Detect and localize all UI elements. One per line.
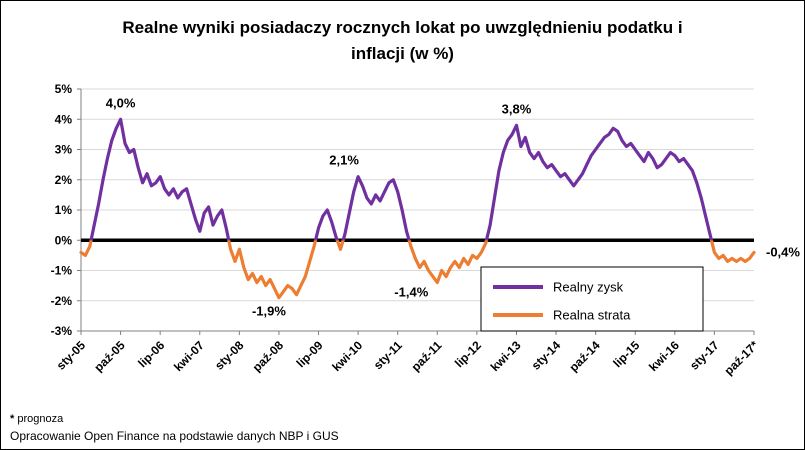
chart-title: Realne wyniki posiadaczy rocznych lokat … [1, 15, 804, 68]
footnote-prognoza: * prognoza [10, 413, 339, 425]
y-axis-label: -3% [51, 324, 73, 338]
chart-footnotes: * prognoza Opracowanie Open Finance na p… [10, 413, 339, 443]
y-axis-label: 4% [55, 112, 73, 126]
series-line-loss [79, 240, 756, 300]
x-axis-label: paź-11 [409, 338, 445, 374]
chart-title-line1: Realne wyniki posiadaczy rocznych lokat … [122, 18, 683, 37]
x-axis-label: paź-05 [91, 338, 128, 375]
annotation-label: 2,1% [329, 153, 359, 168]
y-axis-label: 3% [55, 143, 73, 157]
legend-label: Realny zysk [553, 280, 624, 295]
x-axis-label: lip-15 [610, 338, 642, 370]
x-axis-label: sty-14 [529, 338, 564, 373]
annotation-label: 3,8% [502, 101, 532, 116]
x-axis-label: kwi-16 [646, 338, 682, 374]
x-axis-label: kwi-13 [488, 338, 524, 374]
annotation-label: 4,0% [106, 95, 136, 110]
y-axis-label: -1% [51, 264, 73, 278]
series-line-gain [89, 117, 714, 241]
footnote-prognoza-text: prognoza [17, 413, 64, 425]
y-axis-label: 2% [55, 173, 73, 187]
chart-title-line2: inflacji (w %) [351, 44, 454, 64]
x-axis-label: sty-11 [371, 338, 405, 372]
x-axis-label: lip-09 [294, 338, 326, 370]
y-axis-label: 1% [55, 203, 73, 217]
y-axis-label: 5% [55, 82, 73, 96]
x-axis-label: sty-05 [54, 338, 89, 373]
y-axis-label: 0% [55, 233, 73, 247]
y-axis-label: -2% [51, 294, 73, 308]
annotation-label: -0,4% [766, 244, 800, 259]
x-axis-label: sty-08 [212, 338, 247, 373]
legend-box [480, 266, 704, 332]
x-axis-label: kwi-07 [171, 338, 207, 374]
footnote-marker: * [10, 413, 15, 425]
x-axis-label: kwi-10 [329, 338, 365, 374]
legend-label: Realna strata [553, 308, 631, 323]
x-axis-label: paź-08 [250, 338, 287, 375]
annotation-label: -1,4% [394, 285, 428, 300]
x-axis-label: paź-17* [722, 338, 762, 378]
x-axis-label: sty-17 [687, 338, 722, 373]
x-axis-label: lip-06 [135, 338, 167, 370]
x-axis-label: paź-14 [566, 338, 603, 375]
footnote-source: Opracowanie Open Finance na podstawie da… [10, 429, 339, 443]
x-axis-label: lip-12 [452, 338, 484, 370]
annotation-label: -1,9% [252, 304, 286, 319]
